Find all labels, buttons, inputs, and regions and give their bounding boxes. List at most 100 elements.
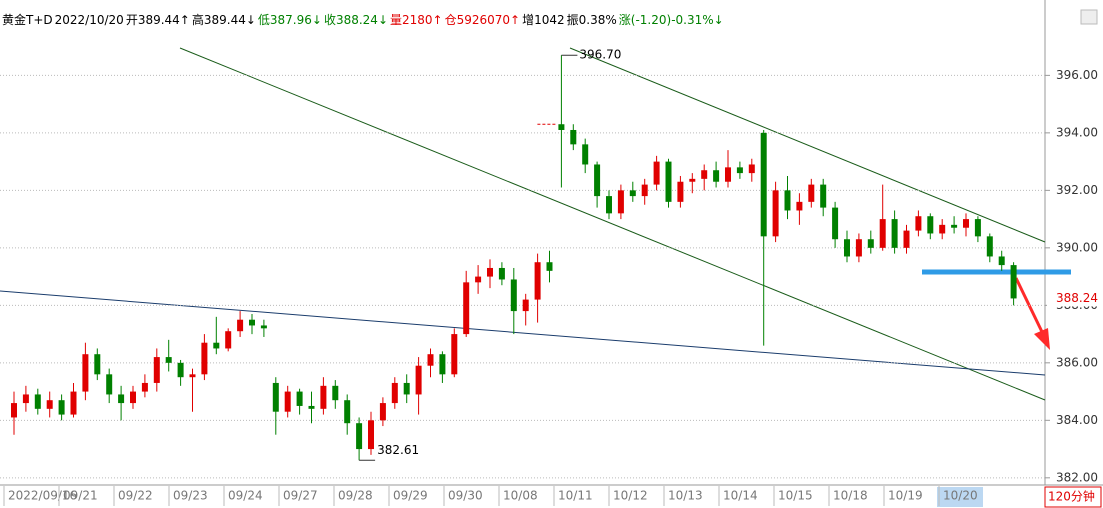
header-item: 涨(-1.20)-0.31%↓ xyxy=(619,12,724,27)
candle-body xyxy=(510,279,517,312)
candle-body xyxy=(153,357,160,383)
last-price-label: 388.24 xyxy=(1056,291,1098,305)
candle-body xyxy=(998,256,1005,266)
candle-body xyxy=(130,391,136,404)
x-tick-label: 10/19 xyxy=(888,489,923,503)
candle-body xyxy=(22,394,29,404)
x-tick-label: 10/13 xyxy=(668,489,703,503)
candle-body xyxy=(844,239,850,257)
candle-body xyxy=(344,400,351,424)
candle-body xyxy=(463,282,470,335)
candle-body xyxy=(46,400,53,409)
candle-body xyxy=(427,354,434,366)
y-tick-label: 396.00 xyxy=(1056,68,1098,82)
candle-body xyxy=(522,299,529,312)
candle-body xyxy=(891,219,898,248)
candle-body xyxy=(951,224,958,228)
candle-body xyxy=(641,184,648,197)
candle-body xyxy=(784,190,791,211)
candle-body xyxy=(475,276,482,283)
candle-body xyxy=(379,403,386,421)
y-tick-label: 390.00 xyxy=(1056,240,1098,254)
arrow xyxy=(1014,277,1046,337)
candle-body xyxy=(879,219,886,248)
candle-body xyxy=(760,132,767,237)
candle-body xyxy=(118,394,125,404)
candle-body xyxy=(356,423,363,450)
candle-body xyxy=(106,374,113,395)
candle-body xyxy=(939,224,946,234)
header-item: 收388.24↓ xyxy=(324,13,388,27)
candle-body xyxy=(201,342,208,375)
candle-body xyxy=(332,385,339,401)
candle-body xyxy=(748,164,755,174)
x-tick-label: 09/22 xyxy=(118,489,153,503)
x-tick-label: 10/14 xyxy=(723,489,758,503)
candle-body xyxy=(832,207,839,240)
candle-body xyxy=(403,382,410,395)
candle-body xyxy=(272,382,279,412)
x-tick-label: 09/28 xyxy=(338,489,373,503)
candle-body xyxy=(237,319,244,332)
candle-body xyxy=(606,196,612,214)
candle-body xyxy=(487,267,493,277)
candle-body xyxy=(34,394,41,409)
header-item: 开389.44↑ xyxy=(126,13,190,27)
candle-body xyxy=(94,354,101,375)
candle-body xyxy=(915,216,922,231)
candle-body xyxy=(796,201,803,211)
header-item: 增1042 xyxy=(522,13,565,27)
candle-body xyxy=(415,365,422,395)
candle-body xyxy=(903,230,910,248)
trend-line xyxy=(179,47,1046,401)
header-item: 低387.96↓ xyxy=(258,13,322,27)
candle-body xyxy=(534,262,541,300)
arrow-head xyxy=(1034,328,1050,350)
candle-body xyxy=(1010,265,1017,299)
window-button[interactable] xyxy=(1080,9,1098,25)
candle-body xyxy=(498,267,505,280)
candle-body xyxy=(808,184,815,202)
candle-body xyxy=(820,184,827,208)
candle-body xyxy=(451,334,458,375)
candle-body xyxy=(260,325,267,329)
candle-body xyxy=(713,170,720,182)
header-item: 振0.38% xyxy=(567,13,617,27)
candle-body xyxy=(855,239,862,257)
x-tick-label: 10/15 xyxy=(778,489,813,503)
x-tick-label: 10/12 xyxy=(613,489,648,503)
candle-body xyxy=(368,420,374,450)
header: 黄金T+D 2022/10/20 开389.44↑ 高389.44↓ 低387.96↓ 收… xyxy=(2,12,724,27)
candle-body xyxy=(70,391,77,415)
header-item: 2022/10/20 xyxy=(55,13,124,27)
candle-body xyxy=(772,190,779,237)
y-tick-label: 394.00 xyxy=(1056,125,1098,139)
candle-body xyxy=(249,319,255,326)
x-tick-label: 10/08 xyxy=(503,489,538,503)
header-item: 黄金T+D xyxy=(2,12,53,27)
candle-body xyxy=(594,164,601,197)
candle-body xyxy=(189,374,196,378)
high-annotation: 396.70 xyxy=(579,48,621,62)
header-item: 量2180↑ xyxy=(390,13,443,27)
candle-body xyxy=(629,190,636,197)
candle-body xyxy=(974,219,981,237)
x-tick-label: 09/30 xyxy=(448,489,483,503)
candle-body xyxy=(867,239,874,248)
candle-body xyxy=(141,382,148,392)
candle-body xyxy=(177,362,184,378)
last-price-bg xyxy=(1047,290,1101,307)
x-tick-label: 09/27 xyxy=(283,489,318,503)
candle-body xyxy=(725,167,731,182)
candle-body xyxy=(308,405,315,409)
candle-body xyxy=(296,391,303,406)
candle-body xyxy=(11,403,17,418)
candle-body xyxy=(582,144,589,165)
x-tick-label: 09/24 xyxy=(228,489,263,503)
x-label-highlight xyxy=(937,487,983,507)
candle-body xyxy=(689,178,696,182)
y-tick-label: 392.00 xyxy=(1056,183,1098,197)
x-tick-label: 10/20 xyxy=(943,489,978,503)
